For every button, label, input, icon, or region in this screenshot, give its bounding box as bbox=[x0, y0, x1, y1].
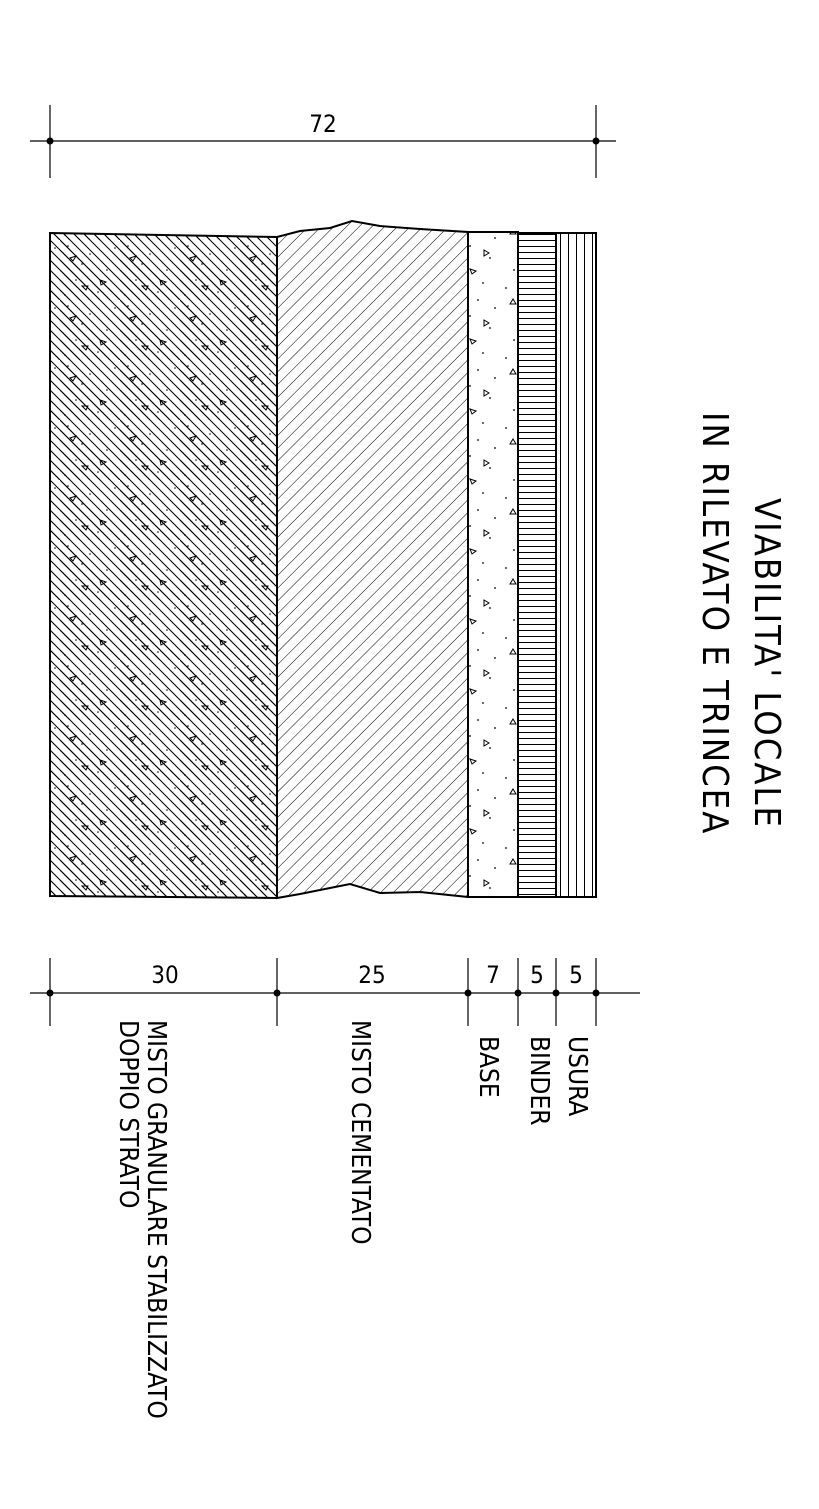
layer-binder bbox=[517, 232, 557, 898]
overall-dimension: 72 bbox=[30, 105, 616, 178]
label-misto-granulare-line1: MISTO GRANULARE STABILIZZATO bbox=[141, 1020, 171, 1419]
dimension-base: 7 bbox=[486, 961, 500, 989]
title-line-1: VIABILITA' LOCALE bbox=[746, 498, 787, 829]
overall-dimension-value: 72 bbox=[309, 110, 336, 138]
layer-dimension-chain: 30 25 7 5 5 bbox=[30, 958, 640, 1026]
pavement-layers bbox=[49, 219, 597, 900]
dimension-binder: 5 bbox=[530, 961, 544, 989]
title-line-2: IN RILEVATO E TRINCEA bbox=[694, 412, 735, 835]
label-binder: BINDER bbox=[524, 1036, 554, 1125]
layer-misto-granulare bbox=[49, 231, 278, 900]
dimension-misto-cementato: 25 bbox=[358, 961, 385, 989]
layer-base bbox=[467, 231, 519, 898]
dimension-usura: 5 bbox=[569, 961, 583, 989]
layer-usura bbox=[555, 232, 597, 898]
label-base: BASE bbox=[473, 1036, 503, 1098]
layer-misto-cementato bbox=[276, 219, 469, 900]
layer-labels: MISTO GRANULARE STABILIZZATO DOPPIO STRA… bbox=[113, 1020, 592, 1419]
label-misto-cementato: MISTO CEMENTATO bbox=[345, 1020, 375, 1245]
label-usura: USURA bbox=[562, 1036, 592, 1116]
dimension-misto-granulare: 30 bbox=[151, 961, 178, 989]
drawing-title: VIABILITA' LOCALE IN RILEVATO E TRINCEA bbox=[694, 412, 787, 835]
label-misto-granulare-line2: DOPPIO STRATO bbox=[113, 1020, 143, 1208]
